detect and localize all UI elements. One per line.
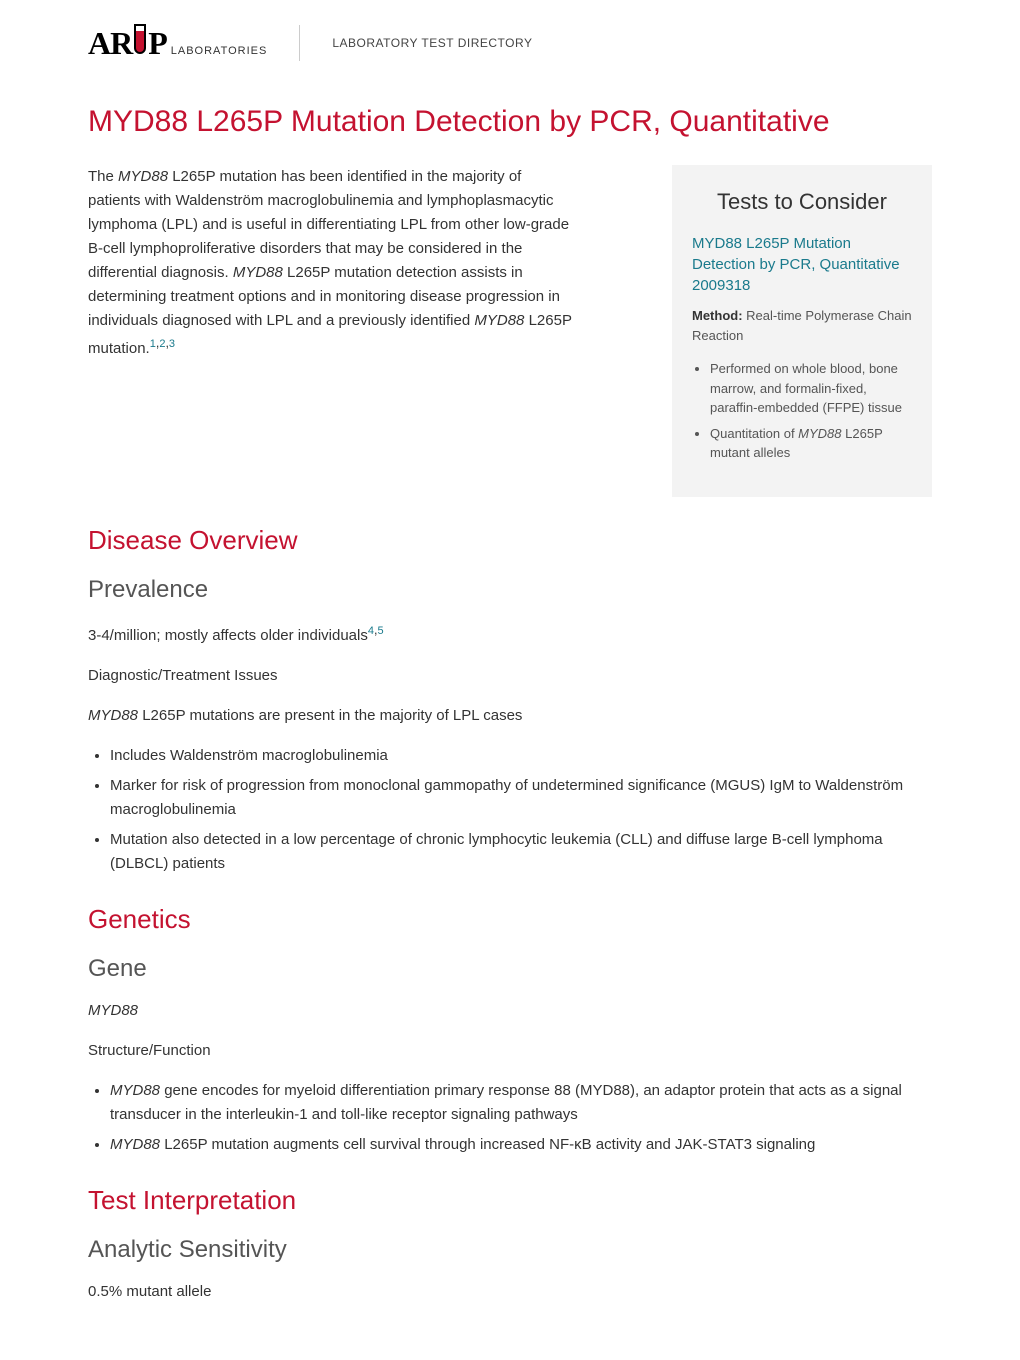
section-disease-overview: Disease Overview: [88, 525, 932, 556]
reference-link[interactable]: 1: [150, 338, 156, 350]
subsection-analytic-sensitivity: Analytic Sensitivity: [88, 1236, 932, 1264]
gene-name: MYD88: [88, 1002, 138, 1019]
prevalence-text: 3-4/million; mostly affects older indivi…: [88, 620, 932, 648]
page-header: AR P LABORATORIES LABORATORY TEST DIRECT…: [88, 24, 932, 62]
list-item: Quantitation of MYD88 L265P mutant allel…: [710, 424, 912, 463]
section-test-interpretation: Test Interpretation: [88, 1185, 932, 1216]
list-item: Performed on whole blood, bone marrow, a…: [710, 359, 912, 418]
subsection-prevalence: Prevalence: [88, 576, 932, 604]
diagnostic-bullets: Includes Waldenström macroglobulinemia M…: [88, 744, 932, 876]
header-section-label: LABORATORY TEST DIRECTORY: [332, 36, 532, 50]
main-content: The MYD88 L265P mutation has been identi…: [88, 165, 636, 389]
tests-to-consider-sidebar: Tests to Consider MYD88 L265P Mutation D…: [672, 165, 932, 497]
list-item: Marker for risk of progression from mono…: [110, 774, 932, 822]
structure-function-bullets: MYD88 gene encodes for myeloid different…: [88, 1079, 932, 1157]
diagnostic-issues-title: Diagnostic/Treatment Issues: [88, 664, 932, 688]
gene-name: MYD88: [798, 426, 841, 441]
gene-name: MYD88: [110, 1136, 160, 1153]
list-item: MYD88 gene encodes for myeloid different…: [110, 1079, 932, 1127]
list-item: MYD88 L265P mutation augments cell survi…: [110, 1133, 932, 1157]
list-item: Mutation also detected in a low percenta…: [110, 828, 932, 876]
gene-name: MYD88: [88, 707, 138, 724]
section-genetics: Genetics: [88, 904, 932, 935]
subsection-gene: Gene: [88, 955, 932, 983]
diagnostic-lead: MYD88 L265P mutations are present in the…: [88, 704, 932, 728]
gene-name: MYD88: [118, 168, 168, 185]
logo-text-before: AR: [88, 25, 132, 62]
gene-name-text: MYD88: [88, 999, 932, 1023]
reference-link[interactable]: 3: [169, 338, 175, 350]
test-link[interactable]: MYD88 L265P Mutation Detection by PCR, Q…: [692, 233, 912, 296]
test-tube-icon: [134, 24, 146, 54]
reference-link[interactable]: 5: [377, 625, 383, 637]
gene-name: MYD88: [233, 264, 283, 281]
logo[interactable]: AR P LABORATORIES: [88, 24, 267, 62]
sidebar-bullets: Performed on whole blood, bone marrow, a…: [692, 359, 912, 463]
test-method: Method: Real-time Polymerase Chain React…: [692, 306, 912, 345]
sidebar-title: Tests to Consider: [692, 189, 912, 215]
header-divider: [299, 25, 300, 61]
analytic-sensitivity-text: 0.5% mutant allele: [88, 1280, 932, 1304]
intro-paragraph: The MYD88 L265P mutation has been identi…: [88, 165, 578, 361]
structure-function-title: Structure/Function: [88, 1039, 932, 1063]
page-title: MYD88 L265P Mutation Detection by PCR, Q…: [88, 102, 932, 141]
reference-link[interactable]: 4: [368, 625, 374, 637]
gene-name: MYD88: [474, 312, 524, 329]
logo-subtext: LABORATORIES: [171, 45, 268, 57]
reference-link[interactable]: 2: [159, 338, 165, 350]
logo-text-after: P: [148, 25, 167, 62]
gene-name: MYD88: [110, 1082, 160, 1099]
list-item: Includes Waldenström macroglobulinemia: [110, 744, 932, 768]
